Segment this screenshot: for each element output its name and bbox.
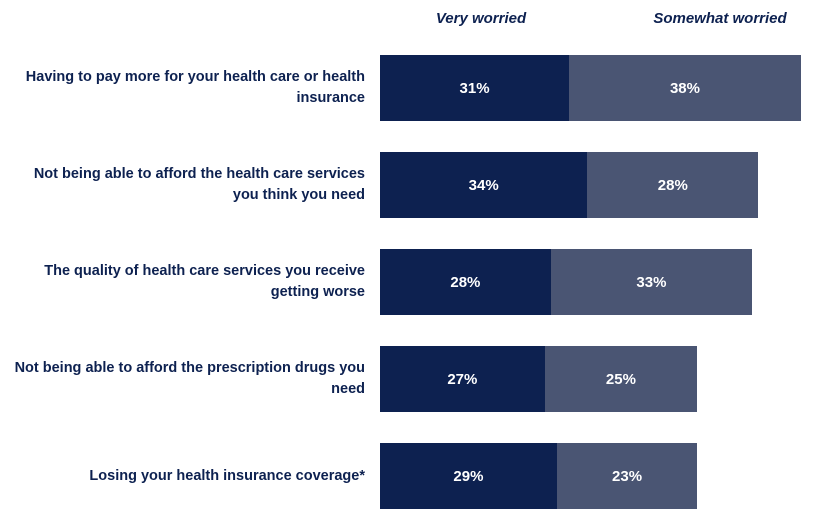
data-label: 27% [447,370,478,388]
category-label: Not being able to afford the health care… [33,166,365,203]
category-label: The quality of health care services you … [44,263,365,300]
bar-somewhat-worried: 33% [550,249,753,315]
legend-somewhat-worried: Somewhat worried [653,10,787,27]
data-label: 33% [636,273,667,291]
data-label: 34% [468,176,499,194]
data-label: 31% [459,79,490,97]
data-label: 29% [453,467,484,485]
bar-very-worried: 29% [380,443,557,509]
bar-very-worried: 31% [380,55,570,121]
bar-somewhat-worried: 38% [569,55,801,121]
bar-very-worried: 28% [380,249,551,315]
bar-somewhat-worried: 25% [544,346,698,412]
data-label: 28% [657,176,688,194]
bar-very-worried: 27% [380,346,545,412]
bar-very-worried: 34% [380,152,588,218]
data-label: 23% [612,467,643,485]
category-label: Not being able to afford the prescriptio… [14,360,365,397]
bar-somewhat-worried: 23% [556,443,698,509]
legend-very-worried: Very worried [435,10,527,27]
category-label: Having to pay more for your health care … [25,69,365,106]
data-label: 25% [605,370,636,388]
category-label: Losing your health insurance coverage* [89,467,365,484]
data-label: 38% [669,79,700,97]
bar-somewhat-worried: 28% [587,152,759,218]
data-label: 28% [450,273,481,291]
